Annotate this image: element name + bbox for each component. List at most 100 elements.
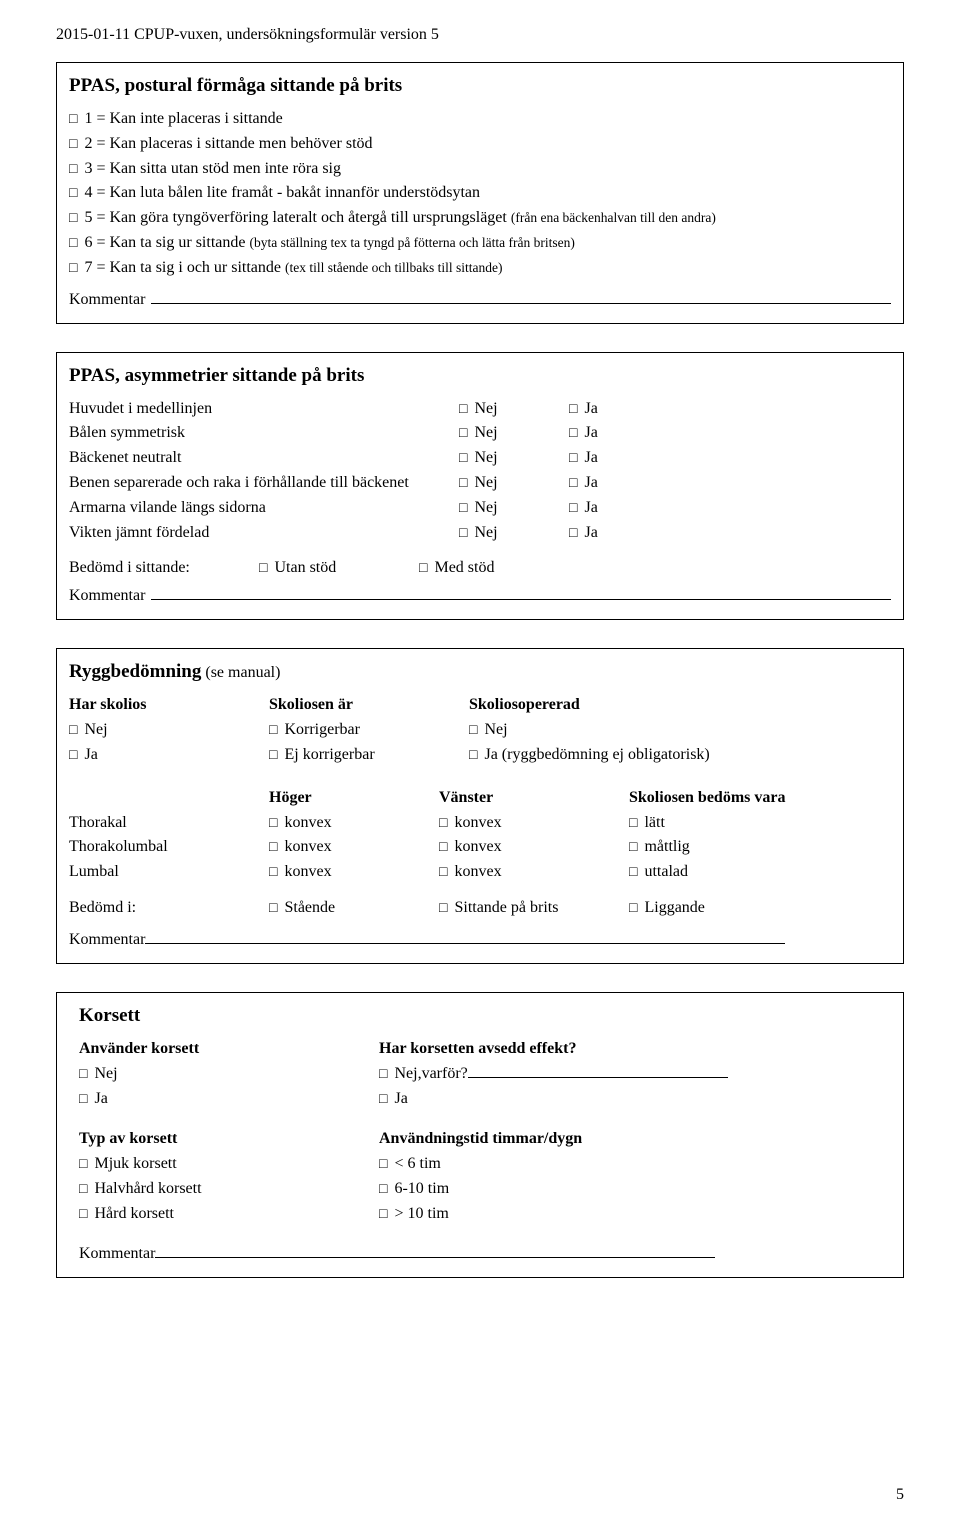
kommentar-label: Kommentar	[69, 931, 145, 949]
rygg-row-2: Lumbalkonvexkonvexuttalad	[69, 860, 891, 885]
har-effekt-nej[interactable]: Nej,varför?	[379, 1062, 881, 1087]
bedomd-staende[interactable]: Stående	[269, 899, 439, 917]
box1-kommentar[interactable]: Kommentar	[69, 291, 891, 309]
asym-label: Vikten jämnt fördelad	[69, 521, 459, 546]
ppas-opt-6[interactable]: 6 = Kan ta sig ur sittande (byta ställni…	[69, 231, 891, 256]
rygg-vanster[interactable]: konvex	[439, 811, 629, 836]
bedomd-i-row: Bedömd i: Stående Sittande på brits Ligg…	[69, 899, 891, 917]
bedomd-sittande-brits[interactable]: Sittande på brits	[439, 899, 629, 917]
rygg-hoger[interactable]: konvex	[269, 860, 439, 885]
ppas-opt-5[interactable]: 5 = Kan göra tyngöverföring lateralt och…	[69, 206, 891, 231]
anvandningstid-head: Användningstid timmar/dygn	[379, 1127, 881, 1152]
har-skolios-head: Har skolios	[69, 693, 269, 718]
skoliosopererad-head: Skoliosopererad	[469, 693, 889, 718]
asym-nej[interactable]: Nej	[459, 446, 569, 471]
korsett-halvhard[interactable]: Halvhård korsett	[79, 1177, 379, 1202]
rygg-label: Thorakal	[69, 811, 269, 836]
box3-kommentar[interactable]: Kommentar	[69, 931, 891, 949]
th-vanster: Vänster	[439, 786, 629, 811]
asym-row-1: Bålen symmetriskNejJa	[69, 421, 891, 446]
box1-title: PPAS, postural förmåga sittande på brits	[69, 75, 891, 97]
bedomd-i-label: Bedömd i:	[69, 899, 269, 917]
asym-ja[interactable]: Ja	[569, 496, 679, 521]
bedomd-sittande-row: Bedömd i sittande: Utan stöd Med stöd	[69, 559, 891, 577]
asym-row-2: Bäckenet neutraltNejJa	[69, 446, 891, 471]
asym-row-5: Vikten jämnt fördeladNejJa	[69, 521, 891, 546]
bedomd-liggande[interactable]: Liggande	[629, 899, 889, 917]
asym-ja[interactable]: Ja	[569, 397, 679, 422]
asym-ja[interactable]: Ja	[569, 471, 679, 496]
rygg-sev[interactable]: måttlig	[629, 835, 889, 860]
asym-label: Benen separerade och raka i förhållande …	[69, 471, 459, 496]
asym-nej[interactable]: Nej	[459, 496, 569, 521]
box-korsett: Korsett Använder korsett Nej Ja Har kors…	[56, 992, 904, 1278]
bedomd-label: Bedömd i sittande:	[69, 559, 259, 577]
asym-label: Bålen symmetrisk	[69, 421, 459, 446]
box3-title: Ryggbedömning (se manual)	[69, 661, 891, 683]
asym-label: Huvudet i medellinjen	[69, 397, 459, 422]
asym-nej[interactable]: Nej	[459, 397, 569, 422]
kommentar-label: Kommentar	[69, 587, 145, 605]
typ-av-korsett-head: Typ av korsett	[79, 1127, 379, 1152]
rygg-label: Thorakolumbal	[69, 835, 269, 860]
rygg-hoger[interactable]: konvex	[269, 811, 439, 836]
ppas-opt-3[interactable]: 3 = Kan sitta utan stöd men inte röra si…	[69, 157, 891, 182]
box4-kommentar[interactable]: Kommentar	[79, 1245, 881, 1263]
asym-nej[interactable]: Nej	[459, 471, 569, 496]
page-number: 5	[896, 1486, 904, 1504]
bedomd-med-stod[interactable]: Med stöd	[419, 559, 579, 577]
rygg-label: Lumbal	[69, 860, 269, 885]
th-bedoms: Skoliosen bedöms vara	[629, 786, 889, 811]
skoliosen-korrigerbar[interactable]: Korrigerbar	[269, 718, 469, 743]
box4-title: Korsett	[79, 1005, 881, 1027]
box2-kommentar[interactable]: Kommentar	[69, 587, 891, 605]
ppas-opt-1[interactable]: 1 = Kan inte placeras i sittande	[69, 107, 891, 132]
ppas-opt-2[interactable]: 2 = Kan placeras i sittande men behöver …	[69, 132, 891, 157]
har-skolios-nej[interactable]: Nej	[69, 718, 269, 743]
ppas-opt-4[interactable]: 4 = Kan luta bålen lite framåt - bakåt i…	[69, 181, 891, 206]
asym-nej[interactable]: Nej	[459, 421, 569, 446]
anvander-korsett-nej[interactable]: Nej	[79, 1062, 379, 1087]
skolios-table: Höger Vänster Skoliosen bedöms vara Thor…	[69, 786, 891, 885]
korsett-hard[interactable]: Hård korsett	[79, 1202, 379, 1227]
rygg-row-0: Thorakalkonvexkonvexlätt	[69, 811, 891, 836]
har-effekt-ja[interactable]: Ja	[379, 1087, 881, 1112]
skoliosen-ej-korrigerbar[interactable]: Ej korrigerbar	[269, 743, 469, 768]
asym-ja[interactable]: Ja	[569, 421, 679, 446]
asym-label: Armarna vilande längs sidorna	[69, 496, 459, 521]
box-ryggbedomning: Ryggbedömning (se manual) Har skolios Ne…	[56, 648, 904, 964]
box2-title: PPAS, asymmetrier sittande på brits	[69, 365, 891, 387]
skoliosen-ar-head: Skoliosen är	[269, 693, 469, 718]
box-ppas-asymmetrier: PPAS, asymmetrier sittande på brits Huvu…	[56, 352, 904, 621]
skoliosopererad-ja[interactable]: Ja (ryggbedömning ej obligatorisk)	[469, 743, 889, 768]
page-header: 2015-01-11 CPUP-vuxen, undersökningsform…	[56, 26, 904, 44]
kommentar-label: Kommentar	[69, 291, 145, 309]
ppas-opt-7[interactable]: 7 = Kan ta sig i och ur sittande (tex ti…	[69, 256, 891, 281]
korsett-mjuk[interactable]: Mjuk korsett	[79, 1152, 379, 1177]
rygg-vanster[interactable]: konvex	[439, 835, 629, 860]
har-effekt-head: Har korsetten avsedd effekt?	[379, 1037, 881, 1062]
bedomd-utan-stod[interactable]: Utan stöd	[259, 559, 419, 577]
asym-row-4: Armarna vilande längs sidornaNejJa	[69, 496, 891, 521]
tid-gt10[interactable]: > 10 tim	[379, 1202, 881, 1227]
th-hoger: Höger	[269, 786, 439, 811]
anvander-korsett-head: Använder korsett	[79, 1037, 379, 1062]
rygg-sev[interactable]: uttalad	[629, 860, 889, 885]
kommentar-label: Kommentar	[79, 1245, 155, 1263]
box-ppas-postural: PPAS, postural förmåga sittande på brits…	[56, 62, 904, 324]
asym-ja[interactable]: Ja	[569, 521, 679, 546]
rygg-sev[interactable]: lätt	[629, 811, 889, 836]
asym-row-3: Benen separerade och raka i förhållande …	[69, 471, 891, 496]
rygg-hoger[interactable]: konvex	[269, 835, 439, 860]
rygg-row-1: Thorakolumbalkonvexkonvexmåttlig	[69, 835, 891, 860]
har-skolios-ja[interactable]: Ja	[69, 743, 269, 768]
asym-nej[interactable]: Nej	[459, 521, 569, 546]
asym-ja[interactable]: Ja	[569, 446, 679, 471]
asym-label: Bäckenet neutralt	[69, 446, 459, 471]
skoliosopererad-nej[interactable]: Nej	[469, 718, 889, 743]
asym-row-0: Huvudet i medellinjenNejJa	[69, 397, 891, 422]
anvander-korsett-ja[interactable]: Ja	[79, 1087, 379, 1112]
tid-6-10[interactable]: 6-10 tim	[379, 1177, 881, 1202]
rygg-vanster[interactable]: konvex	[439, 860, 629, 885]
tid-lt6[interactable]: < 6 tim	[379, 1152, 881, 1177]
